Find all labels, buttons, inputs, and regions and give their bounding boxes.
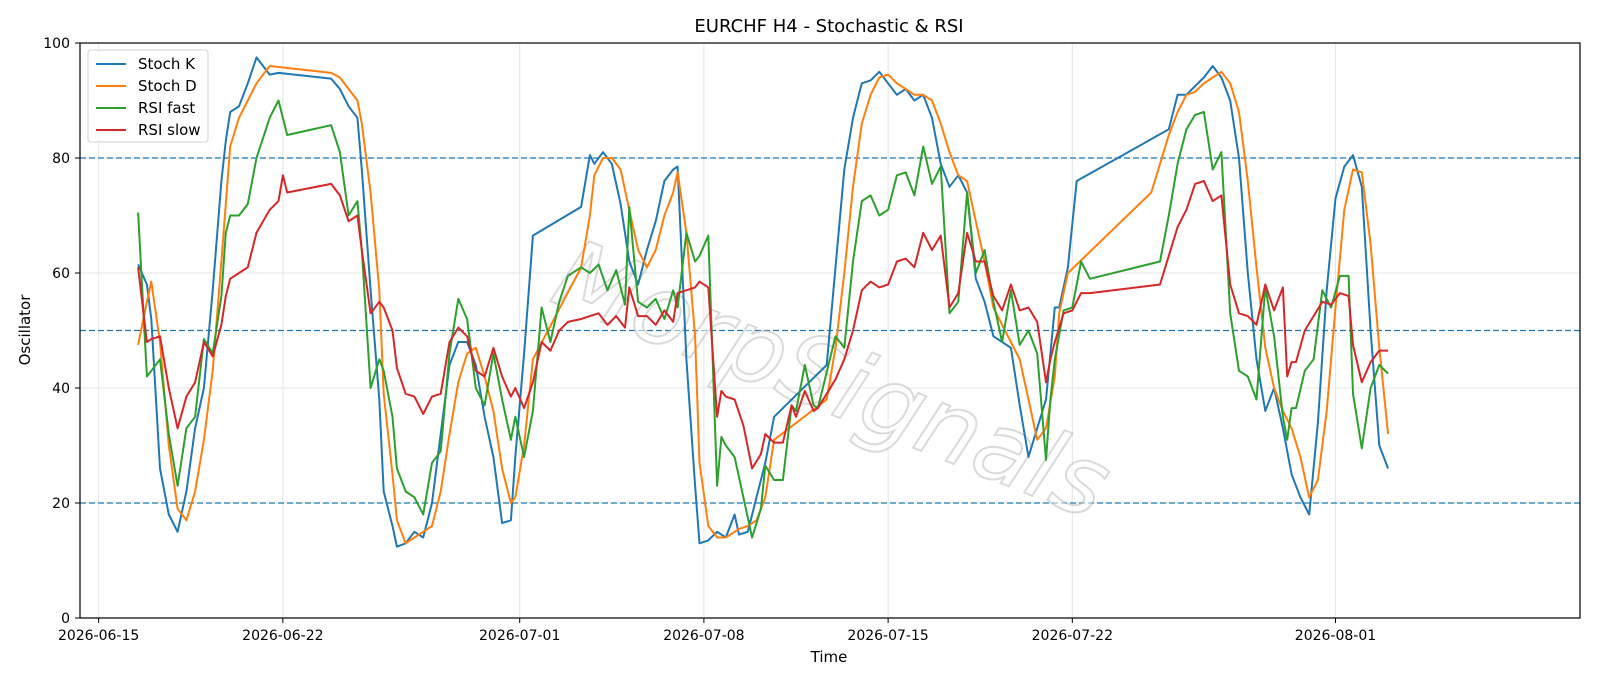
x-tick-label: 2026-07-15 <box>847 628 928 644</box>
y-tick-label: 80 <box>52 151 70 167</box>
x-tick-label: 2026-06-22 <box>242 628 323 644</box>
series-layer <box>137 56 1390 548</box>
legend-label: Stoch K <box>138 55 196 73</box>
x-axis-label: Time <box>810 648 848 666</box>
plot-frame <box>79 42 1581 619</box>
legend-label: RSI fast <box>138 99 195 117</box>
y-axis-label: Oscillator <box>16 294 34 366</box>
y-tick-label: 40 <box>52 381 70 397</box>
legend-label: Stoch D <box>138 77 197 95</box>
x-tick-label: 2026-07-22 <box>1032 628 1113 644</box>
x-tick-label: 2026-07-08 <box>663 628 744 644</box>
series-line-stoch-d <box>137 65 1390 545</box>
x-tick-label: 2026-07-01 <box>479 628 560 644</box>
axes: 0 20 40 60 80 100 2026-06-15 2026-06-22 2026-07-… <box>43 36 1376 644</box>
x-tick-label: 2026-08-01 <box>1295 628 1376 644</box>
series-line-rsi-fast <box>137 99 1389 539</box>
y-tick-label: 60 <box>52 266 70 282</box>
y-tick-label: 100 <box>43 36 70 52</box>
y-tick-label: 20 <box>52 496 70 512</box>
series-line-rsi-slow <box>137 174 1389 470</box>
legend: Stoch K Stoch D RSI fast RSI slow <box>87 49 209 143</box>
chart-title: EURCHF H4 - Stochastic & RSI <box>694 16 963 37</box>
legend-box <box>87 49 209 143</box>
y-tick-label: 0 <box>61 611 70 627</box>
x-tick-label: 2026-06-15 <box>58 628 139 644</box>
legend-label: RSI slow <box>138 121 201 139</box>
